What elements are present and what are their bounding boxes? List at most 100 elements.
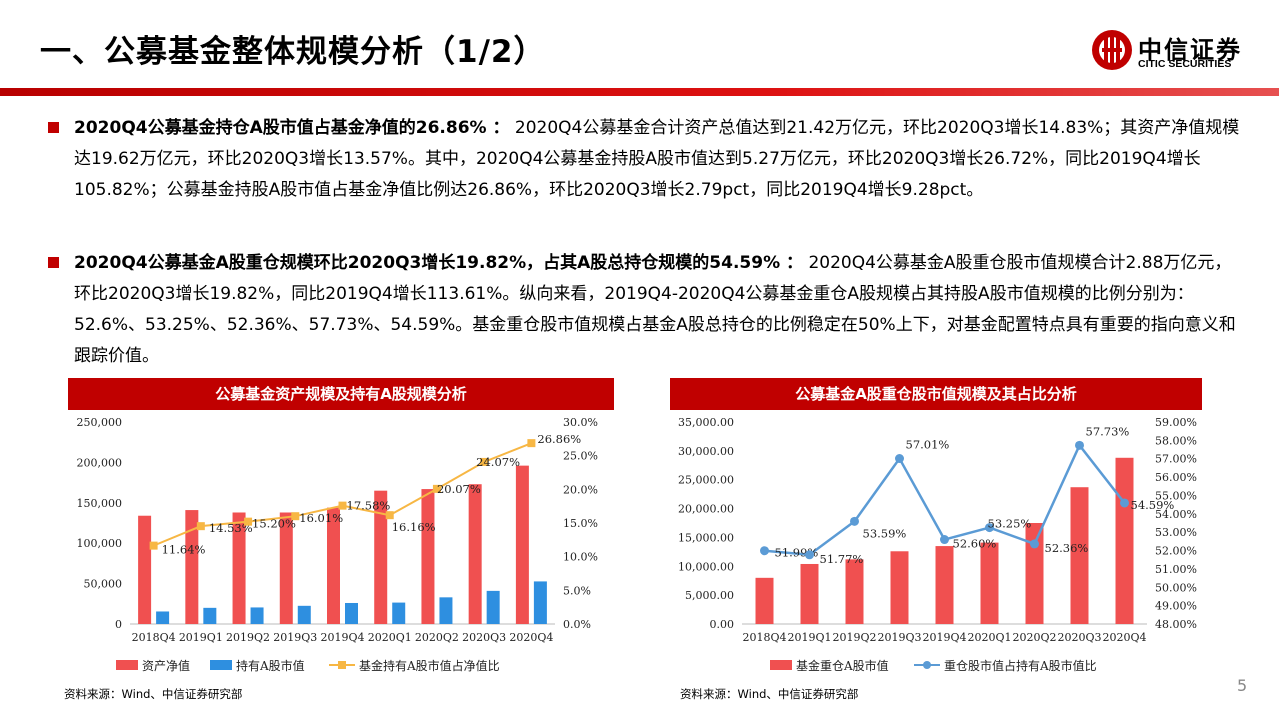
line-point [432, 484, 441, 493]
chart-1-source: 资料来源：Wind、中信证券研究部 [64, 687, 243, 701]
bar-secondary [439, 597, 453, 624]
y-right-tick-label: 5.0% [563, 584, 591, 597]
line-point [1030, 539, 1039, 549]
line-point [149, 541, 158, 550]
x-tick-label: 2018Q4 [742, 631, 786, 644]
legend-swatch [770, 660, 792, 670]
bar-primary [800, 563, 819, 624]
legend-label: 持有A股市值 [236, 658, 305, 673]
bar-secondary [345, 602, 358, 624]
bar-secondary [486, 590, 500, 624]
y-left-tick-label: 200,000 [77, 456, 123, 469]
x-tick-label: 2020Q4 [1102, 631, 1146, 644]
line-point [385, 511, 394, 520]
y-right-tick-label: 10.0% [563, 551, 598, 564]
paragraph-body: 2020Q4公募基金合计资产总值达到21.42万亿元，环比2020Q3增长14.… [74, 118, 1240, 200]
bar-primary [327, 507, 340, 624]
line-point [1120, 498, 1129, 508]
x-tick-label: 2020Q1 [368, 631, 412, 644]
page-title: 一、公募基金整体规模分析（1/2） [40, 34, 546, 70]
x-tick-label: 2020Q3 [462, 631, 506, 644]
data-label: 11.64% [162, 543, 206, 557]
y-right-tick-label: 54.00% [1155, 508, 1197, 521]
logo-text-en: CITIC SECURITIES [1138, 58, 1232, 70]
x-tick-label: 2020Q2 [415, 631, 459, 644]
line-point [527, 439, 536, 448]
legend-marker [338, 661, 346, 669]
y-right-tick-label: 59.00% [1155, 416, 1197, 429]
bar-primary [138, 515, 152, 624]
bar-primary [935, 546, 954, 624]
legend-swatch [210, 660, 232, 670]
y-right-tick-label: 56.00% [1155, 471, 1197, 484]
bar-primary [279, 512, 293, 624]
summary-paragraph-2: 2020Q4公募基金A股重仓规模环比2020Q3增长19.82%，占其A股总持仓… [48, 248, 1248, 372]
bullet-square-icon [48, 257, 59, 268]
paragraph-body: 2020Q4公募基金A股重仓股市值规模合计2.88万亿元，环比2020Q3增长1… [74, 253, 1236, 366]
y-right-tick-label: 0.0% [563, 618, 591, 631]
data-label: 16.01% [299, 511, 343, 525]
bar-primary [755, 577, 774, 624]
bar-primary [515, 465, 529, 624]
data-label: 52.60% [953, 537, 997, 551]
y-left-tick-label: 20,000.00 [678, 503, 734, 516]
x-tick-label: 2020Q4 [509, 631, 553, 644]
line-point [940, 535, 949, 545]
bar-secondary [392, 602, 406, 624]
data-label: 15.20% [252, 517, 296, 531]
line-point [895, 454, 904, 464]
y-left-tick-label: 0 [115, 618, 122, 631]
y-left-tick-label: 250,000 [77, 416, 123, 429]
chart-2: 0.00 5,000.00 10,000.00 15,000.00 20,000.00 2… [678, 416, 1197, 673]
line-point [338, 501, 347, 510]
y-left-tick-label: 30,000.00 [678, 445, 734, 458]
paragraph-heading: 2020Q4公募基金A股重仓规模环比2020Q3增长19.82%，占其A股总持仓… [74, 253, 804, 273]
chart-1-title: 公募基金资产规模及持有A股规模分析 [68, 378, 614, 410]
bar-secondary [250, 607, 264, 624]
line-point [985, 523, 994, 533]
bar-secondary [297, 605, 311, 624]
y-right-tick-label: 57.00% [1155, 453, 1197, 466]
data-label: 17.58% [347, 499, 391, 513]
citic-logo: 中信证券 CITIC SECURITIES [1090, 28, 1250, 78]
y-right-tick-label: 58.00% [1155, 434, 1197, 447]
y-right-tick-label: 50.00% [1155, 581, 1197, 594]
line-point [850, 516, 859, 526]
y-right-tick-label: 53.00% [1155, 526, 1197, 539]
page-number: 5 [1237, 676, 1248, 695]
legend-label: 资产净值 [142, 658, 190, 673]
bar-primary [1115, 457, 1134, 624]
data-label: 20.07% [437, 482, 481, 496]
bar-primary [374, 490, 388, 624]
line-point [1075, 440, 1084, 450]
legend-label: 基金重仓A股市值 [796, 658, 889, 673]
bullet-square-icon [48, 122, 59, 133]
line-point [196, 522, 205, 531]
bar-primary [1025, 523, 1044, 624]
summary-paragraph-1: 2020Q4公募基金持仓A股市值占基金净值的26.86% ： 2020Q4公募基… [48, 113, 1248, 206]
data-label: 53.25% [988, 517, 1032, 531]
y-right-tick-label: 49.00% [1155, 600, 1197, 613]
line-point [760, 546, 769, 556]
bar-primary [845, 559, 864, 624]
bar-primary [980, 542, 999, 624]
y-left-tick-label: 10,000.00 [678, 560, 734, 573]
y-left-tick-label: 25,000.00 [678, 474, 734, 487]
bar-secondary [533, 581, 547, 624]
data-label: 14.53% [209, 521, 253, 535]
data-label: 57.01% [906, 438, 950, 452]
x-tick-label: 2019Q4 [320, 631, 364, 644]
paragraph-heading: 2020Q4公募基金持仓A股市值占基金净值的26.86% ： [74, 118, 510, 138]
y-left-tick-label: 5,000.00 [685, 589, 734, 602]
y-right-tick-label: 15.0% [563, 517, 598, 530]
y-left-tick-label: 15,000.00 [678, 531, 734, 544]
data-label: 52.36% [1045, 541, 1089, 555]
bar-primary [421, 489, 435, 624]
y-right-tick-label: 25.0% [563, 450, 598, 463]
x-tick-label: 2019Q1 [179, 631, 223, 644]
y-left-tick-label: 100,000 [77, 537, 123, 550]
line-point [244, 517, 253, 526]
data-label: 24.07% [476, 455, 520, 469]
line-point [291, 512, 300, 521]
x-tick-label: 2019Q3 [877, 631, 921, 644]
